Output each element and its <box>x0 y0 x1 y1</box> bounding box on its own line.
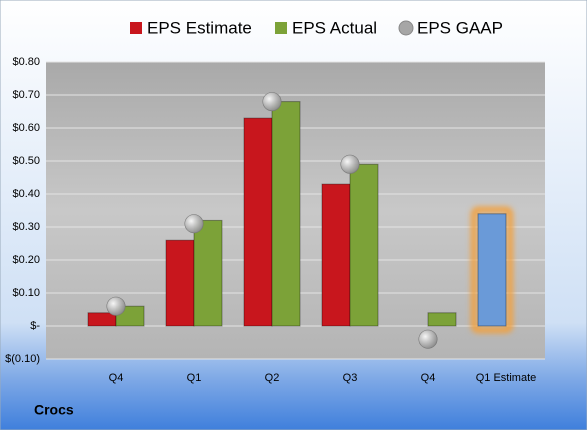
y-tick-label: $0.60 <box>12 122 40 134</box>
x-tick-label: Q4 <box>109 372 124 384</box>
y-tick-label: $0.80 <box>12 56 40 68</box>
y-tick-label: $0.30 <box>12 221 40 233</box>
bar <box>271 101 301 327</box>
y-tick-label: $0.10 <box>12 287 40 299</box>
x-tick-label: Q4 <box>421 372 436 384</box>
bar <box>87 312 117 327</box>
legend-label: EPS Estimate <box>147 18 252 37</box>
legend-marker <box>275 22 287 34</box>
x-tick-label: Q2 <box>265 372 280 384</box>
legend-label: EPS Actual <box>292 18 377 37</box>
x-tick-label: Q1 Estimate <box>476 372 537 384</box>
y-tick-label: $- <box>30 320 40 332</box>
point-shine <box>107 297 125 316</box>
bar <box>193 219 223 327</box>
bar-highlight <box>471 206 513 333</box>
bar <box>427 312 457 327</box>
x-tick-label: Q3 <box>343 372 358 384</box>
legend-marker <box>130 22 142 34</box>
y-tick-label: $0.70 <box>12 89 40 101</box>
legend-marker <box>398 20 414 36</box>
y-tick-label: $0.20 <box>12 254 40 266</box>
bar <box>321 183 351 327</box>
y-tick-label: $0.40 <box>12 188 40 200</box>
y-tick-label: $(0.10) <box>5 353 40 365</box>
point-shine <box>341 155 359 174</box>
y-tick-label: $0.50 <box>12 155 40 167</box>
bar <box>243 117 273 327</box>
x-tick-label: Q1 <box>187 372 202 384</box>
bar <box>349 163 379 327</box>
point-shine <box>263 92 281 111</box>
point-shine <box>419 330 437 349</box>
legend-label: EPS GAAP <box>417 18 503 37</box>
footer: Crocs <box>34 402 74 418</box>
bar <box>165 239 195 327</box>
point-shine <box>185 214 203 233</box>
bar <box>477 213 507 327</box>
